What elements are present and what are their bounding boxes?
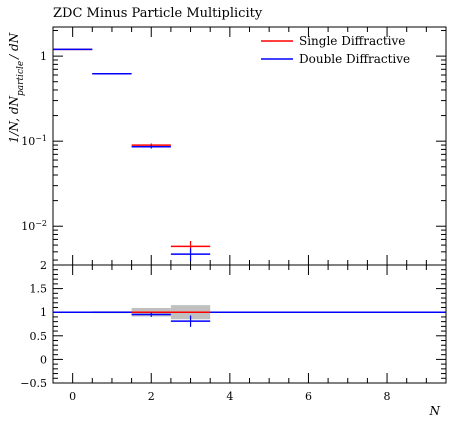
x-axis-label: N (429, 404, 441, 418)
ratio-frame (52, 264, 447, 384)
legend-label: Double Diffractive (299, 52, 410, 66)
x-tick-label: 2 (148, 390, 155, 403)
x-tick-label: 0 (69, 390, 76, 403)
y-tick-label-base: 10 (21, 135, 35, 148)
y-tick-label: 10−2 (21, 219, 47, 234)
y-tick-label: 0.5 (30, 330, 48, 343)
y-tick-label-exponent: −1 (35, 134, 47, 143)
ratio-panel: 0 2 4 6 8 −0.5 0 0.5 1 1.5 2 (20, 259, 447, 403)
y-tick-label-base: 1 (40, 50, 47, 63)
y-tick-label: 1 (40, 306, 47, 319)
y-tick-label-exponent: −2 (35, 219, 47, 228)
y-tick-label: −0.5 (20, 377, 47, 390)
chart-title: ZDC Minus Particle Multiplicity (53, 6, 263, 21)
y-tick-label-base: 10 (21, 220, 35, 233)
y-tick-label: 0 (40, 353, 47, 366)
y-tick-label: 2 (40, 259, 47, 272)
y-tick-label: 10−1 (21, 134, 47, 149)
y-axis-label: 1/N, dNparticle/ dN (7, 32, 26, 143)
x-tick-label: 4 (226, 390, 233, 403)
x-tick-label: 8 (384, 390, 391, 403)
y-tick-label: 1 (40, 50, 47, 63)
x-tick-label: 6 (305, 390, 312, 403)
legend-label: Single Diffractive (299, 34, 405, 48)
y-tick-label: 1.5 (30, 283, 48, 296)
